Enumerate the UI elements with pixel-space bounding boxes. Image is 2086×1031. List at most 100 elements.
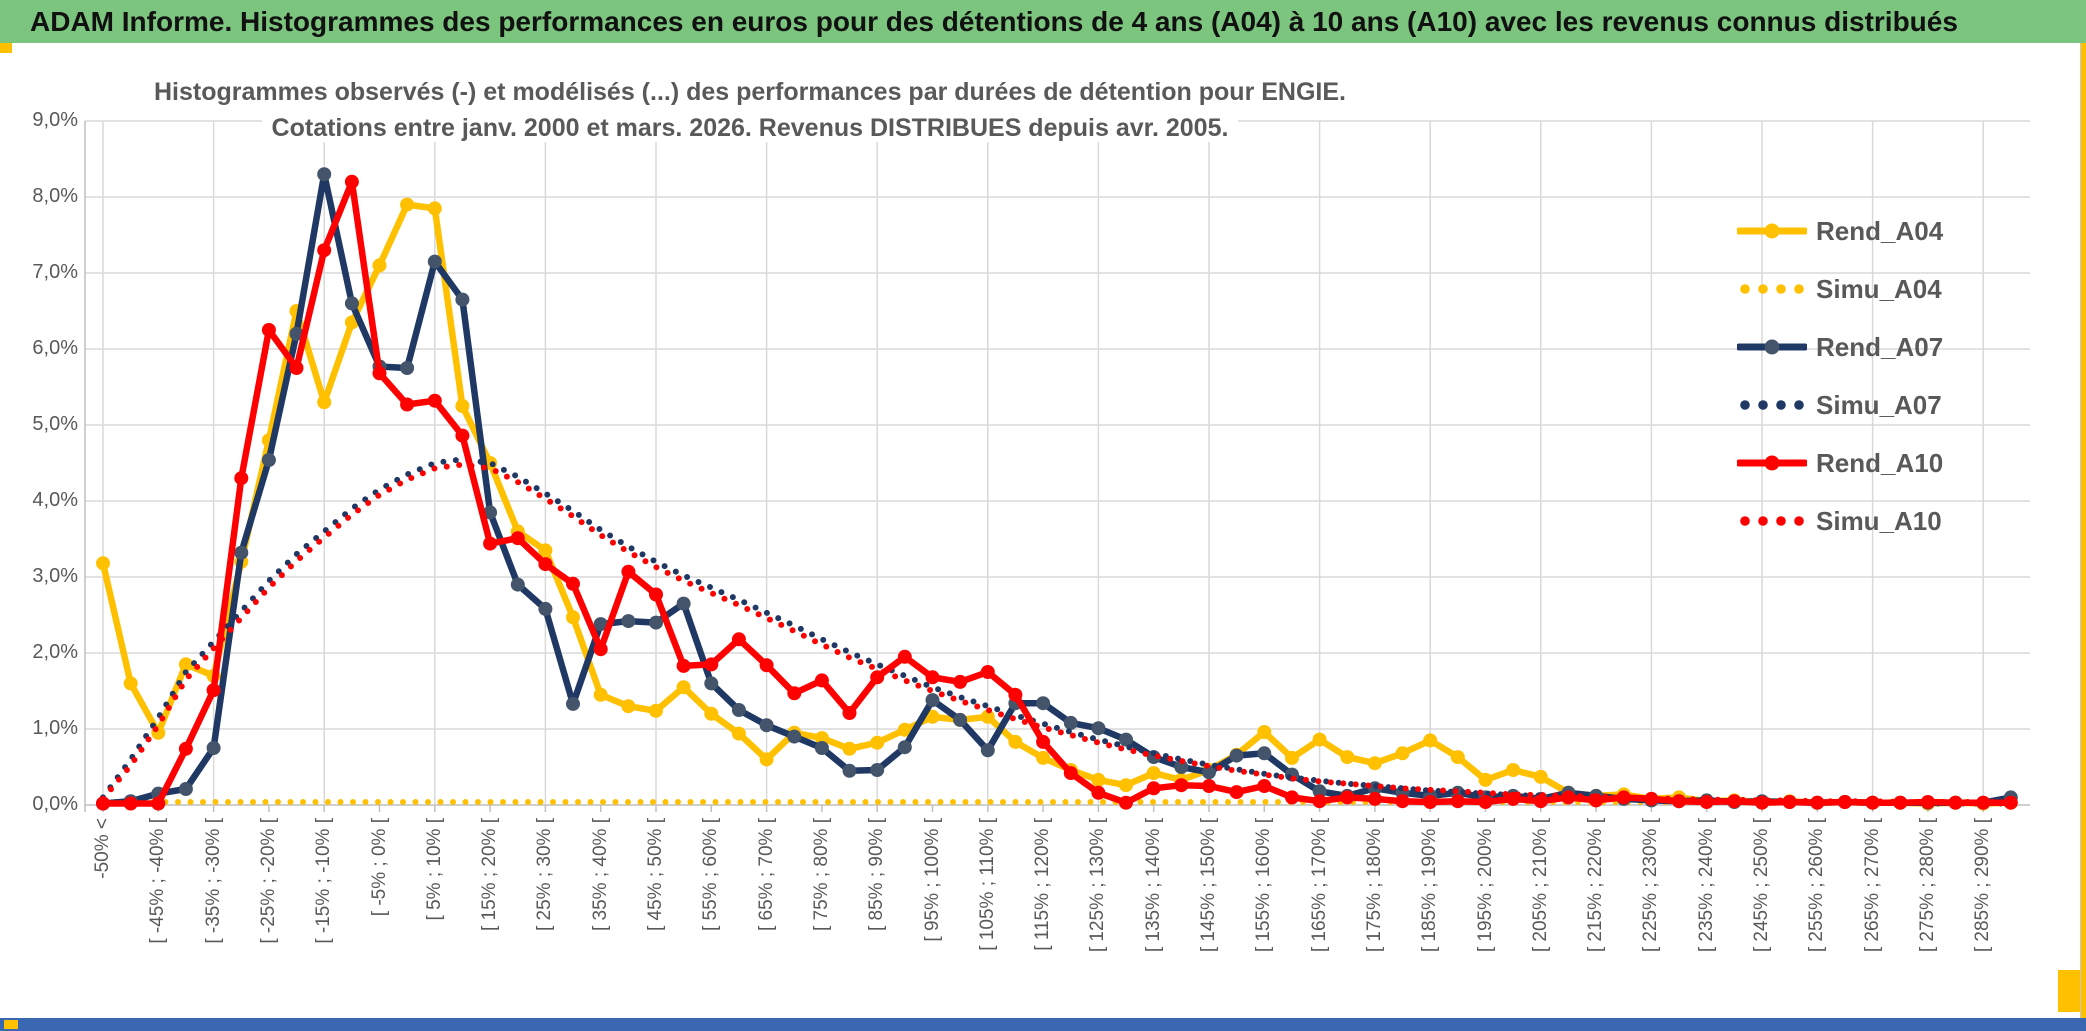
series-marker-Rend_A04 bbox=[1119, 778, 1133, 793]
series-marker-Rend_A10 bbox=[731, 632, 746, 647]
x-axis-tick-label: [ 5% ; 10% [ bbox=[423, 818, 445, 921]
x-axis-tick-label: [ 165% ; 170% [ bbox=[1308, 818, 1330, 953]
series-marker-Rend_A07 bbox=[1119, 732, 1133, 747]
legend-label: Simu_A07 bbox=[1816, 389, 1942, 420]
legend-item-Simu_A04[interactable]: Simu_A04 bbox=[1737, 260, 1943, 318]
series-marker-Rend_A04 bbox=[759, 752, 774, 767]
series-marker-Rend_A04 bbox=[1312, 732, 1327, 747]
x-axis-tick-label: [ 235% ; 240% [ bbox=[1695, 818, 1717, 953]
legend-item-Simu_A07[interactable]: Simu_A07 bbox=[1737, 376, 1943, 434]
legend-label: Rend_A10 bbox=[1816, 447, 1944, 478]
series-marker-Rend_A07 bbox=[676, 596, 691, 611]
series-marker-Rend_A04 bbox=[676, 680, 691, 695]
legend-label: Simu_A04 bbox=[1816, 273, 1942, 304]
legend-item-Rend_A04[interactable]: Rend_A04 bbox=[1737, 202, 1943, 260]
series-marker-Rend_A10 bbox=[953, 674, 968, 689]
series-marker-Rend_A10 bbox=[566, 576, 580, 591]
x-axis-tick-label: [ 205% ; 210% [ bbox=[1529, 818, 1551, 953]
series-marker-Rend_A07 bbox=[897, 740, 912, 755]
series-marker-Rend_A10 bbox=[123, 796, 138, 811]
series-marker-Rend_A10 bbox=[1257, 779, 1272, 793]
series-marker-Rend_A10 bbox=[2003, 795, 2018, 810]
x-axis-tick-label: -50% < bbox=[92, 818, 113, 879]
series-marker-Rend_A10 bbox=[96, 796, 110, 811]
scrollbar-thumb[interactable] bbox=[4, 1020, 18, 1029]
series-marker-Rend_A04 bbox=[1423, 733, 1438, 748]
series-marker-Rend_A10 bbox=[925, 670, 940, 685]
series-marker-Rend_A10 bbox=[1893, 795, 1908, 810]
x-axis-tick-label: [ 25% ; 30% [ bbox=[534, 818, 556, 932]
series-marker-Rend_A10 bbox=[1312, 794, 1327, 809]
series-marker-Rend_A04 bbox=[1367, 756, 1382, 771]
series-marker-Rend_A07 bbox=[1091, 721, 1106, 736]
series-marker-Rend_A04 bbox=[566, 610, 580, 625]
series-marker-Rend_A07 bbox=[510, 577, 525, 592]
series-marker-Rend_A07 bbox=[234, 545, 249, 560]
series-marker-Rend_A04 bbox=[96, 556, 110, 571]
series-marker-Rend_A10 bbox=[621, 564, 636, 579]
x-axis-tick-label: [ -25% ; -20% [ bbox=[257, 818, 279, 944]
series-line-Simu_A07[interactable] bbox=[100, 456, 2014, 807]
chart-title-line2: Cotations entre janv. 2000 et mars. 2026… bbox=[90, 114, 1410, 143]
series-marker-Rend_A04 bbox=[897, 722, 912, 737]
series-marker-Rend_A07 bbox=[289, 326, 304, 341]
series-marker-Rend_A07 bbox=[621, 614, 636, 629]
y-axis-tick-label: 7,0% bbox=[32, 261, 78, 283]
series-marker-Rend_A10 bbox=[234, 471, 249, 486]
y-axis-tick-label: 3,0% bbox=[32, 565, 78, 587]
x-axis-tick-label: [ 35% ; 40% [ bbox=[589, 818, 611, 932]
series-marker-Rend_A10 bbox=[427, 393, 442, 408]
series-marker-Rend_A10 bbox=[372, 366, 387, 381]
series-marker-Rend_A07 bbox=[400, 361, 415, 375]
series-marker-Rend_A10 bbox=[1202, 779, 1216, 793]
window-title-bar: ADAM Informe. Histogrammes des performan… bbox=[0, 0, 2086, 43]
bottom-status-bar bbox=[0, 1018, 2086, 1031]
series-marker-Rend_A07 bbox=[483, 505, 498, 520]
legend-item-Rend_A10[interactable]: Rend_A10 bbox=[1737, 434, 1943, 492]
x-axis-tick-label: [ 145% ; 150% [ bbox=[1198, 818, 1219, 953]
series-marker-Rend_A04 bbox=[178, 657, 193, 672]
series-marker-Rend_A04 bbox=[427, 201, 442, 216]
x-axis-tick-label: [ 125% ; 130% [ bbox=[1087, 818, 1109, 953]
series-marker-Rend_A04 bbox=[649, 703, 663, 718]
series-line-Simu_A10[interactable] bbox=[100, 461, 2014, 805]
x-axis-tick-label: [ 15% ; 20% [ bbox=[479, 818, 501, 932]
series-marker-Rend_A07 bbox=[317, 167, 332, 182]
series-marker-Rend_A07 bbox=[344, 296, 359, 311]
legend-solid-line-icon bbox=[1737, 455, 1807, 471]
series-marker-Rend_A10 bbox=[510, 531, 525, 546]
series-marker-Rend_A07 bbox=[1257, 746, 1272, 761]
x-axis-tick-label: [ -35% ; -30% [ bbox=[202, 818, 224, 944]
series-marker-Rend_A10 bbox=[897, 649, 912, 664]
series-marker-Rend_A07 bbox=[759, 718, 774, 733]
series-marker-Rend_A07 bbox=[1312, 784, 1327, 799]
series-marker-Rend_A07 bbox=[870, 763, 885, 777]
series-marker-Rend_A10 bbox=[676, 658, 691, 673]
series-marker-Rend_A07 bbox=[1036, 696, 1051, 711]
series-marker-Rend_A04 bbox=[1257, 725, 1272, 739]
series-marker-Rend_A04 bbox=[1091, 772, 1106, 787]
legend-item-Simu_A10[interactable]: Simu_A10 bbox=[1737, 492, 1943, 550]
series-marker-Rend_A10 bbox=[1229, 785, 1244, 800]
x-axis-tick-label: [ -5% ; 0% [ bbox=[368, 818, 390, 917]
y-axis-tick-label: 9,0% bbox=[32, 109, 78, 131]
series-marker-Rend_A07 bbox=[427, 254, 442, 269]
series-marker-Rend_A04 bbox=[1036, 750, 1051, 765]
series-marker-Rend_A04 bbox=[455, 399, 470, 413]
legend-item-Rend_A07[interactable]: Rend_A07 bbox=[1737, 318, 1943, 376]
legend-label: Rend_A04 bbox=[1816, 215, 1944, 246]
series-marker-Rend_A04 bbox=[925, 709, 940, 724]
series-marker-Rend_A07 bbox=[842, 763, 857, 778]
series-marker-Rend_A04 bbox=[372, 258, 387, 273]
legend-label: Rend_A07 bbox=[1816, 331, 1944, 362]
series-marker-Rend_A10 bbox=[814, 673, 829, 688]
series-marker-Rend_A07 bbox=[261, 453, 276, 467]
series-marker-Rend_A10 bbox=[400, 397, 415, 412]
y-axis-tick-label: 8,0% bbox=[32, 185, 78, 207]
series-marker-Rend_A04 bbox=[731, 726, 746, 741]
series-marker-Rend_A10 bbox=[1367, 791, 1382, 806]
series-marker-Rend_A04 bbox=[870, 735, 885, 750]
y-axis-tick-label: 4,0% bbox=[32, 489, 78, 511]
